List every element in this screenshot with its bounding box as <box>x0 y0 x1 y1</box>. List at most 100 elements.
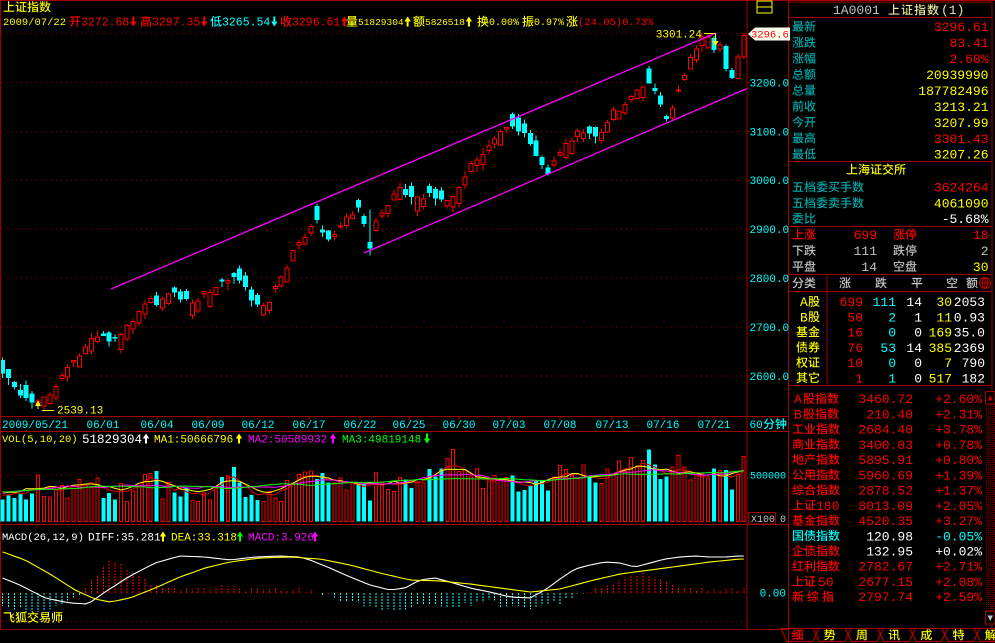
svg-text:3213.21: 3213.21 <box>934 100 989 115</box>
svg-text:06/22: 06/22 <box>343 420 376 432</box>
svg-text:3207.26: 3207.26 <box>934 148 989 163</box>
svg-text:83.41: 83.41 <box>949 36 988 51</box>
svg-text:2900.0: 2900.0 <box>750 225 790 237</box>
svg-text:06/09: 06/09 <box>191 420 224 432</box>
svg-text:3200.0: 3200.0 <box>750 78 790 90</box>
svg-text:07/16: 07/16 <box>646 420 679 432</box>
svg-text:1: 1 <box>914 310 922 325</box>
svg-text:+2.60%: +2.60% <box>935 392 982 407</box>
svg-text:06/04: 06/04 <box>140 420 173 432</box>
svg-text:50: 50 <box>818 575 834 590</box>
svg-text:2878.52: 2878.52 <box>858 484 913 499</box>
svg-text:76: 76 <box>847 341 863 356</box>
svg-text:14: 14 <box>906 341 922 356</box>
svg-text:3207.99: 3207.99 <box>934 116 989 131</box>
svg-text:1A0001: 1A0001 <box>833 3 880 18</box>
svg-text:18: 18 <box>973 228 989 243</box>
svg-text:(24.05)0.73%: (24.05)0.73% <box>578 17 654 29</box>
svg-text:2009/07/22: 2009/07/22 <box>3 17 66 29</box>
svg-text:+2.31%: +2.31% <box>935 407 982 422</box>
svg-text:+2.59%: +2.59% <box>935 590 982 605</box>
svg-text:7: 7 <box>944 356 952 371</box>
svg-text:A: A <box>800 295 808 310</box>
svg-text:14: 14 <box>861 260 877 275</box>
svg-text:4520.35: 4520.35 <box>858 514 913 529</box>
svg-text:0: 0 <box>888 326 896 341</box>
svg-text:0: 0 <box>888 356 896 371</box>
svg-text:3296.6: 3296.6 <box>751 30 789 42</box>
svg-text:+0.02%: +0.02% <box>935 545 982 560</box>
svg-text:3265.54: 3265.54 <box>222 17 270 30</box>
svg-text:699: 699 <box>854 228 877 243</box>
svg-text:X100: X100 <box>751 515 775 526</box>
svg-text:MA1:50666796: MA1:50666796 <box>154 434 233 446</box>
svg-text:0: 0 <box>914 371 922 386</box>
svg-text:120.98: 120.98 <box>866 529 913 544</box>
svg-text:0: 0 <box>914 326 922 341</box>
svg-text:187782496: 187782496 <box>918 84 988 99</box>
svg-text:06/25: 06/25 <box>392 420 425 432</box>
svg-text:3000.0: 3000.0 <box>750 176 790 188</box>
svg-text:35.0: 35.0 <box>954 326 985 341</box>
svg-text:5960.69: 5960.69 <box>858 468 913 483</box>
svg-text:+0.80%: +0.80% <box>935 453 982 468</box>
svg-text:132.95: 132.95 <box>866 545 913 560</box>
svg-text:-5.68%: -5.68% <box>942 212 989 227</box>
svg-text:07/03: 07/03 <box>492 420 525 432</box>
svg-text:385: 385 <box>929 341 952 356</box>
svg-text:B: B <box>800 310 808 325</box>
svg-text:MACD(26,12,9): MACD(26,12,9) <box>2 532 84 544</box>
svg-text:0.93: 0.93 <box>954 310 985 325</box>
svg-text:111: 111 <box>873 295 897 310</box>
svg-text:DEA:33.318: DEA:33.318 <box>171 532 237 544</box>
svg-text:1: 1 <box>888 371 896 386</box>
svg-text:3100.0: 3100.0 <box>750 127 790 139</box>
svg-text:3400.03: 3400.03 <box>858 438 913 453</box>
svg-text:1: 1 <box>855 371 863 386</box>
svg-text:20939990: 20939990 <box>926 68 988 83</box>
svg-text:2: 2 <box>888 310 896 325</box>
svg-text:+3.27%: +3.27% <box>935 514 982 529</box>
svg-text:0.00%: 0.00% <box>489 18 519 29</box>
svg-text:3460.72: 3460.72 <box>858 392 913 407</box>
svg-text:+2.71%: +2.71% <box>935 560 982 575</box>
svg-text:182: 182 <box>962 371 985 386</box>
svg-text:3296.61: 3296.61 <box>934 20 989 35</box>
svg-text:+2.05%: +2.05% <box>935 499 982 514</box>
svg-text:+0.78%: +0.78% <box>935 438 982 453</box>
svg-text:0.00: 0.00 <box>760 589 786 601</box>
svg-text:2782.67: 2782.67 <box>858 560 913 575</box>
svg-text:06/01: 06/01 <box>86 420 119 432</box>
svg-text:2.60%: 2.60% <box>949 52 988 67</box>
svg-text:VOL(5,10,20): VOL(5,10,20) <box>2 434 78 446</box>
svg-text:2677.15: 2677.15 <box>858 575 913 590</box>
svg-text:3301.43: 3301.43 <box>934 132 989 147</box>
svg-text:53: 53 <box>880 341 896 356</box>
svg-text:2797.74: 2797.74 <box>858 590 913 605</box>
svg-text:51829304: 51829304 <box>82 433 142 447</box>
svg-text:210.40: 210.40 <box>866 407 913 422</box>
svg-text:MA2:50589932: MA2:50589932 <box>248 434 327 446</box>
svg-text:3624264: 3624264 <box>934 181 989 196</box>
svg-text:16: 16 <box>847 326 863 341</box>
svg-text:30: 30 <box>936 295 952 310</box>
svg-text:+3.78%: +3.78% <box>935 423 982 438</box>
svg-text:2009/05/21: 2009/05/21 <box>2 420 68 432</box>
svg-text:10: 10 <box>847 356 863 371</box>
svg-text:2369: 2369 <box>954 341 985 356</box>
svg-text:2053: 2053 <box>954 295 985 310</box>
svg-text:MACD:3.926: MACD:3.926 <box>248 532 314 544</box>
svg-text:5826518: 5826518 <box>425 17 465 28</box>
svg-text:2800.0: 2800.0 <box>750 274 790 286</box>
svg-text:+1.37%: +1.37% <box>935 484 982 499</box>
svg-text:2: 2 <box>981 244 989 259</box>
svg-text:2684.40: 2684.40 <box>858 423 913 438</box>
svg-text:06/17: 06/17 <box>292 420 325 432</box>
svg-text:0.97%: 0.97% <box>534 18 564 29</box>
svg-text:3296.61: 3296.61 <box>292 17 340 30</box>
svg-text:11: 11 <box>936 310 952 325</box>
svg-text:517: 517 <box>929 371 952 386</box>
svg-text:500000: 500000 <box>750 472 786 483</box>
svg-text:14: 14 <box>906 295 922 310</box>
svg-text:07/21: 07/21 <box>697 420 730 432</box>
